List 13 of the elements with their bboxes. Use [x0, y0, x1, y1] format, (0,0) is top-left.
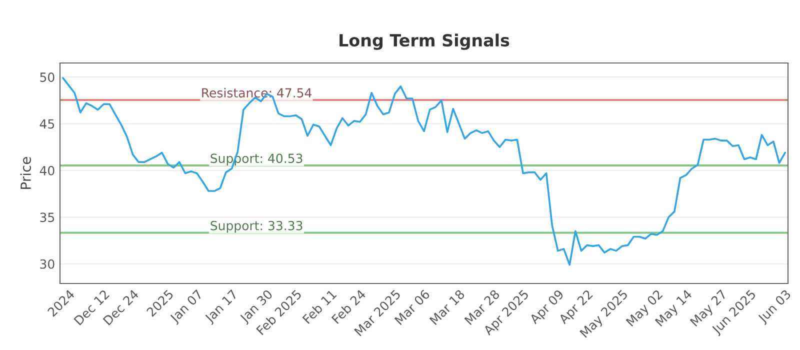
ref-line-label: Resistance: 47.54 [202, 88, 312, 98]
chart-title: Long Term Signals [340, 34, 510, 50]
y-tick-label: 30 [40, 259, 54, 269]
y-axis-title: Price [20, 157, 31, 189]
y-tick-label: 50 [40, 72, 54, 82]
x-tick-label: Jan 17 [204, 289, 240, 325]
x-tick-label: Jun 03 [756, 289, 793, 326]
y-tick-label: 35 [40, 212, 54, 222]
line-series [62, 77, 786, 266]
y-tick-label: 45 [40, 119, 54, 129]
x-tick-label: Mar 18 [429, 289, 466, 326]
y-tick-label: 40 [40, 166, 54, 176]
ref-line-label: Support: 33.33 [210, 220, 302, 233]
